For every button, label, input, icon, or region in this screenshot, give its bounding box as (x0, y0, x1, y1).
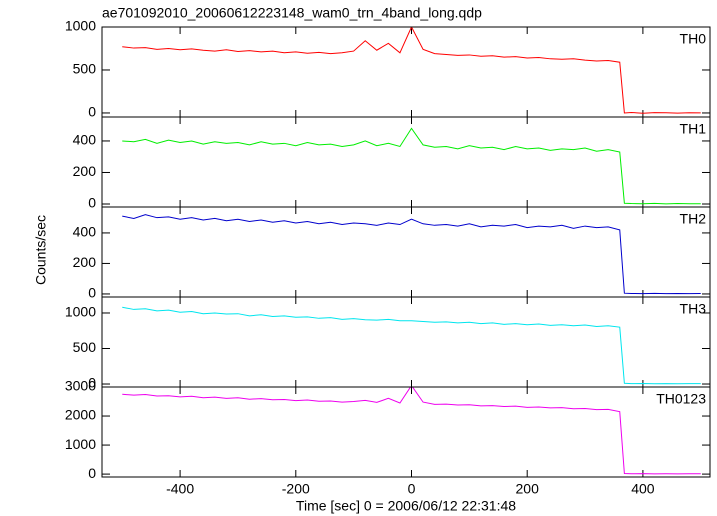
panel-frame (101, 206, 711, 298)
panel-frame (101, 296, 711, 388)
series-label: TH1 (680, 121, 707, 137)
panel-frame (101, 116, 711, 208)
y-tick-label: 0 (88, 104, 96, 120)
y-tick-label: 1000 (65, 18, 96, 34)
data-line (122, 127, 701, 205)
y-tick-label: 500 (73, 339, 97, 355)
y-tick-label: 2000 (65, 407, 96, 423)
x-axis-label: Time [sec] 0 = 2006/06/12 22:31:48 (296, 498, 516, 514)
series-label: TH3 (680, 301, 707, 317)
y-tick-label: 200 (73, 254, 97, 270)
data-line (122, 387, 701, 475)
y-tick-label: 0 (88, 375, 96, 391)
panel-frame (101, 386, 711, 478)
y-tick-label: 1000 (65, 304, 96, 320)
data-line (122, 214, 701, 295)
y-tick-label: 400 (73, 132, 97, 148)
series-label: TH0 (680, 31, 707, 47)
y-tick-label: 400 (73, 224, 97, 240)
y-tick-label: 3000 (65, 378, 96, 394)
y-tick-label: 0 (88, 465, 96, 481)
data-line (122, 27, 701, 114)
y-tick-label: 200 (73, 163, 97, 179)
x-tick-label: 200 (516, 481, 540, 497)
series-label: TH0123 (656, 391, 706, 407)
series-label: TH2 (680, 211, 707, 227)
x-tick-label: -400 (166, 481, 194, 497)
y-tick-label: 0 (88, 195, 96, 211)
x-tick-label: 400 (631, 481, 655, 497)
x-tick-label: 0 (408, 481, 416, 497)
y-tick-label: 1000 (65, 436, 96, 452)
x-tick-label: -200 (282, 481, 310, 497)
y-tick-label: 500 (73, 61, 97, 77)
y-tick-label: 0 (88, 285, 96, 301)
panel-frame (101, 26, 711, 118)
chart-title: ae701092010_20060612223148_wam0_trn_4ban… (102, 5, 482, 21)
data-line (122, 306, 701, 385)
y-axis-label: Counts/sec (33, 215, 49, 285)
